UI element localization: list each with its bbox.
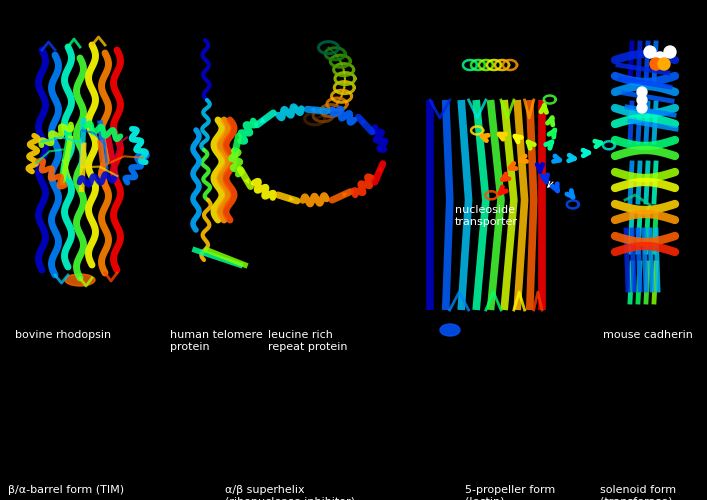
Circle shape — [637, 95, 647, 105]
Ellipse shape — [65, 274, 95, 286]
Circle shape — [664, 46, 676, 58]
Text: human telomere
protein: human telomere protein — [170, 330, 263, 351]
Text: mouse cadherin: mouse cadherin — [603, 330, 693, 340]
Text: leucine rich
repeat protein: leucine rich repeat protein — [268, 330, 348, 351]
Ellipse shape — [440, 324, 460, 336]
Text: β/α-barrel form (TIM): β/α-barrel form (TIM) — [8, 485, 124, 495]
Text: solenoid form
(transferase): solenoid form (transferase) — [600, 485, 676, 500]
Circle shape — [658, 58, 670, 70]
Circle shape — [644, 46, 656, 58]
Circle shape — [637, 87, 647, 97]
Text: bovine rhodopsin: bovine rhodopsin — [15, 330, 111, 340]
Text: 5-propeller form
(lectin): 5-propeller form (lectin) — [465, 485, 555, 500]
Text: nucleoside
transporter: nucleoside transporter — [455, 205, 518, 227]
Circle shape — [654, 52, 666, 64]
Text: α/β superhelix
(ribonuclease inhibitor): α/β superhelix (ribonuclease inhibitor) — [225, 485, 355, 500]
Circle shape — [650, 58, 662, 70]
Circle shape — [637, 103, 647, 113]
